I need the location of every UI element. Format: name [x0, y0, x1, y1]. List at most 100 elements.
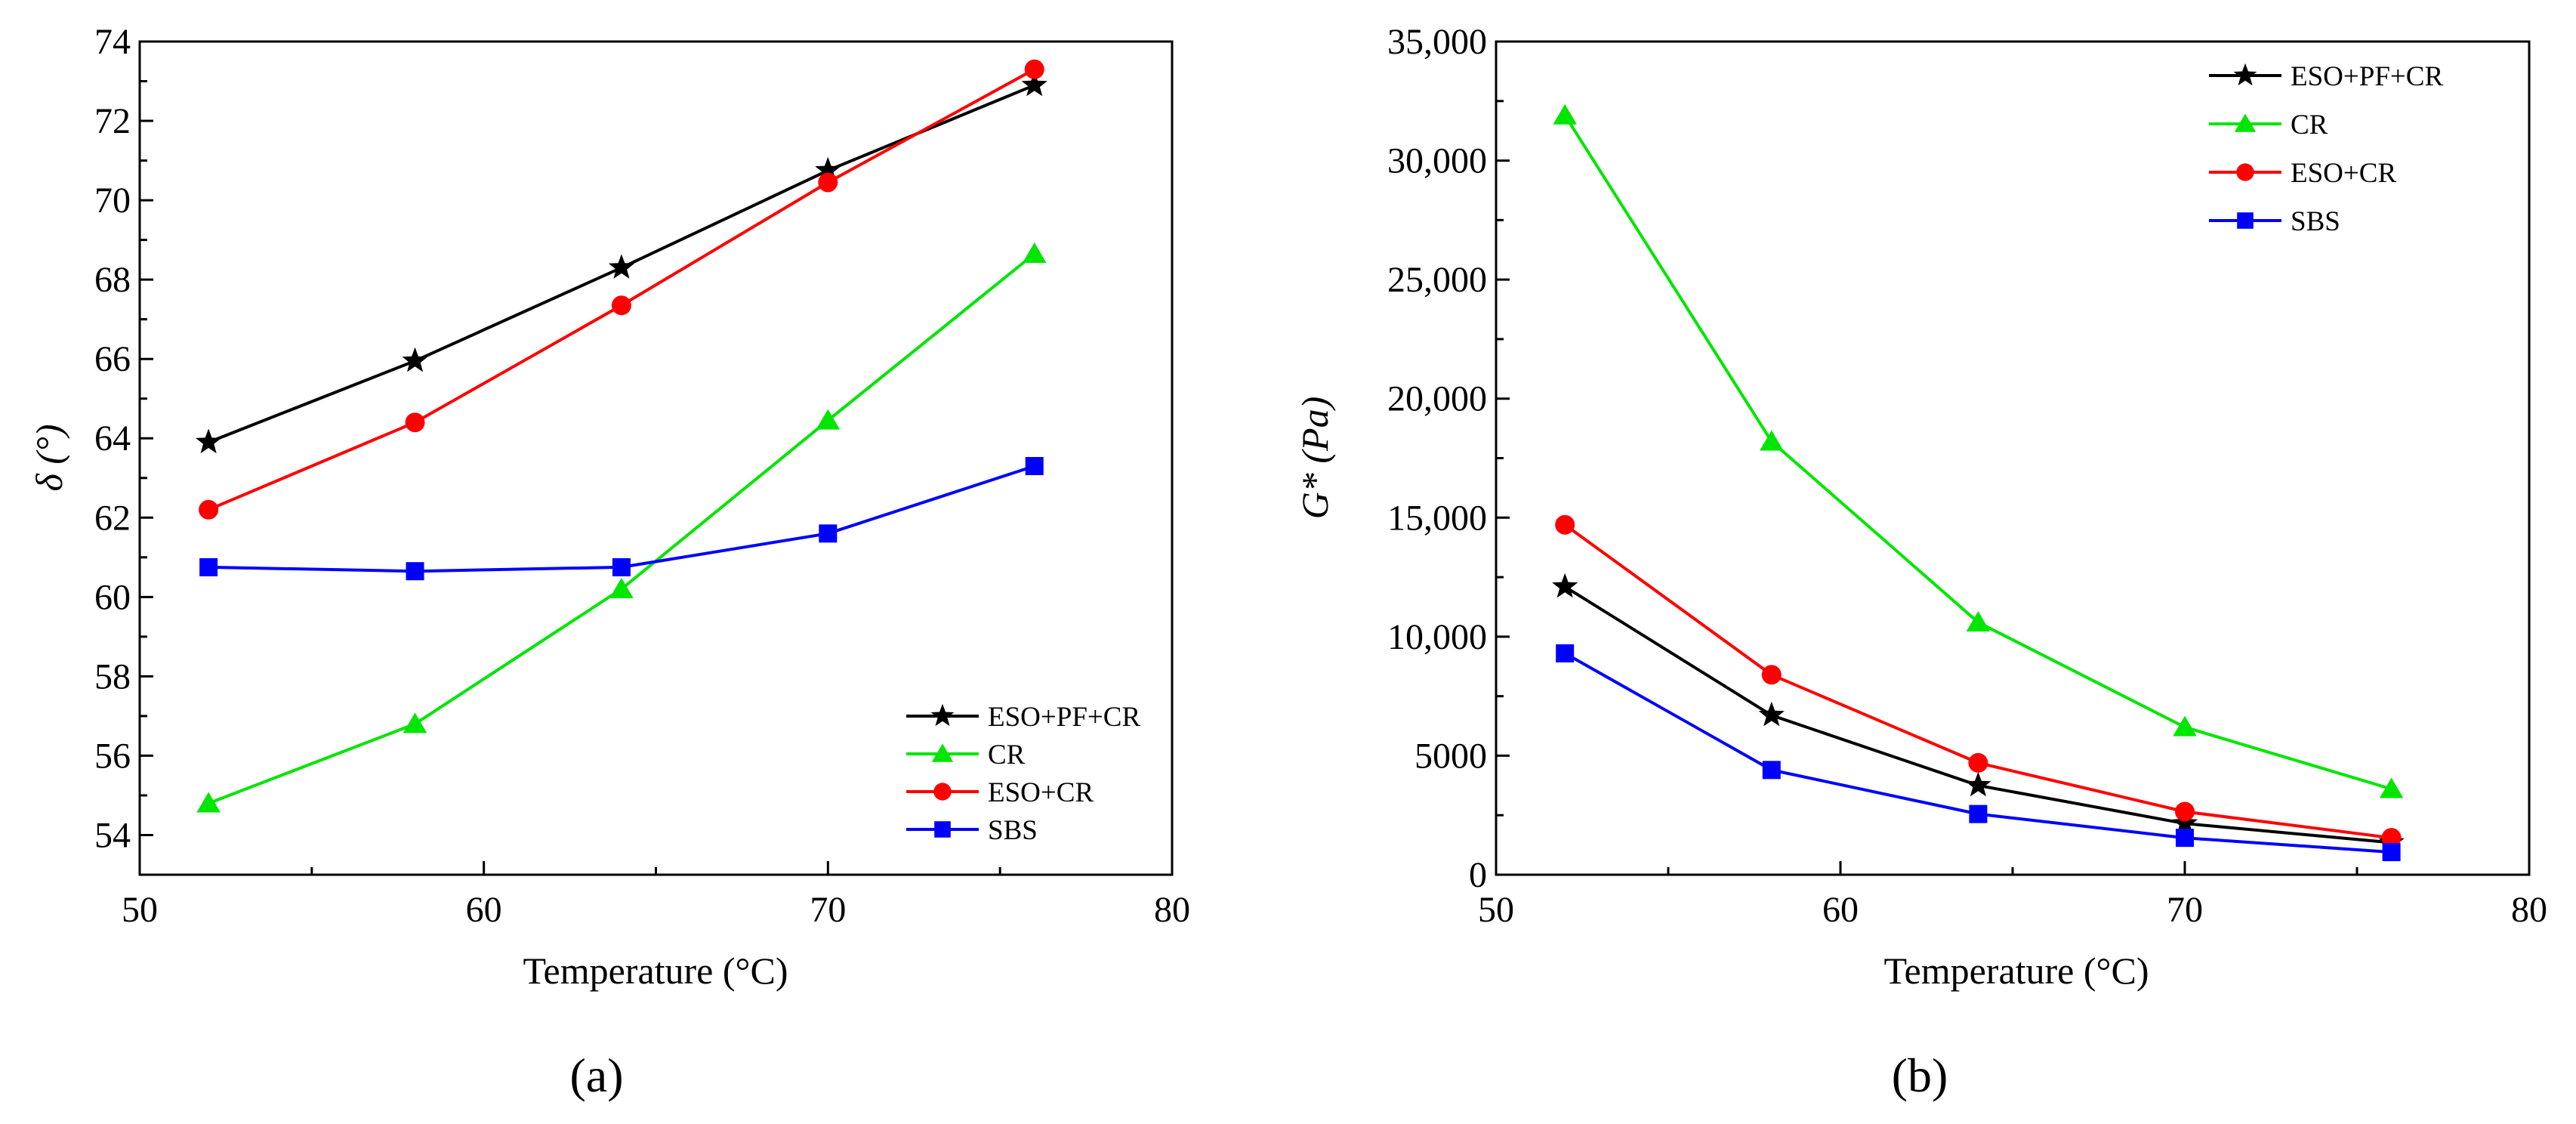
panel-b-x-tick-labels: 50 60 70 80: [1478, 890, 2547, 930]
b-legend-marker-sbs: [2237, 212, 2254, 229]
b-series-cr: [1553, 103, 2404, 798]
b-legend-item-sbs: SBS: [2209, 206, 2340, 237]
b-x-tick-label-50: 50: [1478, 890, 1514, 930]
a-legend-item-eso-pf-cr: ESO+PF+CR: [906, 702, 1140, 733]
panel-a-delta-chart: 50 60 70 80 54 56 58 60 62 64 66 68 70 72 74 Temperat…: [28, 22, 1190, 1102]
b-y-tick-label-10000: 10,000: [1387, 617, 1487, 657]
b-sbs-point-64: [1969, 804, 1988, 823]
a-series-cr: [196, 242, 1047, 813]
panel-b-x-axis-title: Temperature (°C): [1883, 950, 2149, 992]
panel-b-y-tick-labels: 0 5000 10,000 15,000 20,000 25,000 30,000 35,00…: [1387, 22, 1487, 895]
a-y-tick-label-56: 56: [94, 736, 131, 776]
a-y-tick-label-66: 66: [94, 339, 131, 379]
b-legend-marker-cr: [2234, 113, 2257, 132]
a-y-tick-label-60: 60: [94, 577, 131, 617]
b-legend-label-sbs: SBS: [2291, 206, 2340, 237]
b-series-cr-line: [1563, 114, 2392, 791]
panel-a-y-tick-labels: 54 56 58 60 62 64 66 68 70 72 74: [94, 22, 131, 855]
a-eso-pf-cr-point-52: [196, 428, 222, 454]
b-sbs-point-58: [1762, 761, 1781, 780]
a-x-tick-label-60: 60: [466, 890, 502, 930]
a-eso-cr-point-58: [405, 412, 425, 433]
a-eso-pf-cr-point-58: [402, 347, 428, 372]
b-legend-label-eso-cr: ESO+CR: [2291, 158, 2396, 189]
a-sbs-point-70: [819, 524, 838, 543]
b-sbs-point-76: [2382, 843, 2401, 862]
b-eso-pf-cr-point-70: [2171, 810, 2198, 835]
panel-b-y-axis-title: G* (Pa): [1294, 397, 1336, 519]
a-eso-cr-point-76: [1024, 59, 1044, 79]
a-eso-pf-cr-point-76: [1021, 71, 1047, 97]
panel-b-series: [1552, 103, 2405, 862]
a-x-tick-label-50: 50: [122, 890, 158, 930]
b-sbs-point-52: [1556, 644, 1575, 662]
b-legend-item-eso-pf-cr: ESO+PF+CR: [2209, 61, 2443, 92]
a-series-eso-cr: [199, 59, 1044, 520]
b-x-tick-label-80: 80: [2511, 890, 2547, 930]
a-series-cr-line: [208, 252, 1035, 805]
a-series-sbs-line: [208, 465, 1035, 573]
b-legend-label-cr: CR: [2291, 110, 2328, 140]
a-sbs-point-58: [406, 562, 424, 581]
a-legend-item-cr: CR: [906, 740, 1026, 770]
a-legend-label-sbs: SBS: [988, 815, 1038, 846]
b-sbs-point-70: [2176, 829, 2194, 848]
b-eso-pf-cr-point-58: [1758, 701, 1785, 727]
a-eso-cr-point-52: [199, 499, 219, 520]
b-y-tick-label-5000: 5000: [1414, 736, 1487, 776]
a-y-tick-label-68: 68: [94, 260, 131, 300]
panel-a-panel-label: (a): [569, 1048, 623, 1102]
a-cr-point-52: [196, 792, 221, 813]
b-y-tick-label-30000: 30,000: [1387, 141, 1487, 181]
a-eso-cr-point-70: [818, 172, 838, 193]
a-legend-label-cr: CR: [988, 740, 1026, 770]
b-legend-item-cr: CR: [2209, 110, 2328, 140]
b-eso-cr-point-76: [2381, 828, 2402, 848]
b-legend-label-eso-pf-cr: ESO+PF+CR: [2291, 61, 2443, 92]
b-eso-cr-point-64: [1968, 752, 1988, 773]
a-x-tick-label-80: 80: [1154, 890, 1190, 930]
b-cr-point-64: [1966, 610, 1991, 631]
a-cr-point-70: [816, 409, 841, 430]
panel-a-x-tick-labels: 50 60 70 80: [122, 890, 1190, 930]
panel-b-legend: ESO+PF+CR CR ESO+CR SBS: [2209, 61, 2443, 237]
panel-b-modulus-chart: 50 60 70 80 0 5000 10,000 15,000 20,000 25,000 30…: [1294, 22, 2547, 1102]
a-y-tick-label-62: 62: [94, 498, 131, 538]
a-eso-pf-cr-point-70: [815, 156, 841, 182]
b-eso-cr-point-52: [1555, 514, 1575, 535]
a-legend-marker-eso-pf-cr: [930, 703, 955, 727]
a-y-tick-label-54: 54: [94, 815, 131, 855]
b-eso-pf-cr-point-52: [1552, 573, 1578, 598]
b-series-eso-cr: [1555, 514, 2402, 848]
panel-a-legend: ESO+PF+CR CR ESO+CR SBS: [906, 702, 1140, 846]
a-cr-point-64: [609, 577, 634, 598]
panel-b-panel-label: (b): [1892, 1048, 1948, 1102]
panel-a-y-axis-title: δ (°): [28, 424, 70, 491]
a-cr-point-76: [1022, 242, 1047, 264]
b-legend-marker-eso-pf-cr: [2233, 63, 2257, 86]
panel-a-x-axis-title: Temperature (°C): [523, 950, 788, 992]
a-y-tick-label-64: 64: [94, 418, 131, 459]
a-legend-marker-eso-cr: [933, 783, 952, 801]
b-cr-point-52: [1553, 103, 1577, 125]
b-x-tick-label-70: 70: [2167, 890, 2203, 930]
panel-a-ticks: [138, 40, 1174, 875]
a-x-tick-label-70: 70: [810, 890, 846, 930]
b-y-tick-label-15000: 15,000: [1387, 498, 1487, 538]
b-cr-point-76: [2379, 777, 2404, 798]
a-sbs-point-64: [612, 557, 631, 576]
panel-a-series: [196, 59, 1047, 813]
b-eso-cr-point-70: [2175, 801, 2195, 822]
a-eso-pf-cr-point-64: [608, 254, 635, 279]
a-cr-point-58: [403, 712, 427, 733]
b-x-tick-label-60: 60: [1822, 890, 1859, 930]
b-cr-point-58: [1760, 430, 1784, 451]
a-legend-item-eso-cr: ESO+CR: [906, 777, 1094, 808]
b-y-tick-label-25000: 25,000: [1387, 260, 1487, 300]
b-y-tick-label-20000: 20,000: [1387, 379, 1487, 419]
b-y-tick-label-35000: 35,000: [1387, 22, 1487, 62]
b-legend-item-eso-cr: ESO+CR: [2209, 158, 2396, 189]
a-y-tick-label-74: 74: [94, 22, 131, 62]
b-cr-point-70: [2173, 715, 2197, 736]
b-eso-cr-point-58: [1761, 665, 1782, 685]
